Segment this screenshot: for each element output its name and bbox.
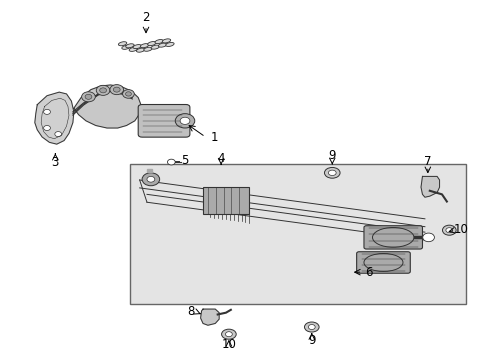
FancyBboxPatch shape <box>356 252 409 273</box>
Text: 1: 1 <box>210 131 218 144</box>
Ellipse shape <box>122 45 130 49</box>
Circle shape <box>113 87 120 92</box>
Ellipse shape <box>133 45 141 49</box>
Ellipse shape <box>165 42 174 46</box>
Circle shape <box>175 114 194 128</box>
Polygon shape <box>147 168 152 172</box>
Ellipse shape <box>129 48 137 51</box>
Text: 6: 6 <box>365 266 372 279</box>
Ellipse shape <box>151 45 159 49</box>
Circle shape <box>85 94 92 99</box>
Circle shape <box>43 109 50 114</box>
Circle shape <box>100 88 106 93</box>
Polygon shape <box>74 85 141 128</box>
Text: 3: 3 <box>52 156 59 168</box>
Ellipse shape <box>225 332 232 337</box>
Ellipse shape <box>158 43 166 47</box>
Bar <box>130 164 466 304</box>
Circle shape <box>142 173 159 186</box>
FancyBboxPatch shape <box>363 226 422 249</box>
Polygon shape <box>200 309 219 325</box>
Polygon shape <box>35 92 74 144</box>
Text: 7: 7 <box>423 155 431 168</box>
Circle shape <box>122 90 134 98</box>
Text: 5: 5 <box>181 154 188 167</box>
Ellipse shape <box>328 170 335 176</box>
Circle shape <box>125 92 131 96</box>
Ellipse shape <box>324 167 339 178</box>
Circle shape <box>147 176 155 182</box>
Ellipse shape <box>442 225 455 235</box>
Text: 9: 9 <box>307 334 315 347</box>
Ellipse shape <box>221 329 236 339</box>
Ellipse shape <box>308 324 315 329</box>
Circle shape <box>110 85 123 95</box>
Circle shape <box>96 85 110 95</box>
Circle shape <box>55 132 61 136</box>
Ellipse shape <box>118 42 126 46</box>
Circle shape <box>43 126 50 131</box>
Ellipse shape <box>136 48 144 52</box>
Text: 10: 10 <box>221 338 236 351</box>
Circle shape <box>81 92 95 102</box>
Ellipse shape <box>140 44 148 48</box>
Text: 2: 2 <box>142 12 149 24</box>
Ellipse shape <box>147 41 156 46</box>
Ellipse shape <box>125 44 134 48</box>
Circle shape <box>167 159 175 165</box>
Ellipse shape <box>372 228 413 247</box>
Polygon shape <box>420 176 439 197</box>
Ellipse shape <box>445 228 452 233</box>
Ellipse shape <box>363 253 402 271</box>
Circle shape <box>180 117 189 125</box>
Text: 8: 8 <box>187 306 194 319</box>
Ellipse shape <box>155 40 163 44</box>
FancyBboxPatch shape <box>203 187 249 214</box>
Ellipse shape <box>304 322 319 332</box>
Text: 4: 4 <box>217 152 224 165</box>
FancyBboxPatch shape <box>138 104 189 137</box>
Circle shape <box>422 233 433 242</box>
Text: 10: 10 <box>453 223 468 236</box>
Text: 9: 9 <box>328 149 335 162</box>
Ellipse shape <box>162 39 170 43</box>
Ellipse shape <box>143 47 152 51</box>
